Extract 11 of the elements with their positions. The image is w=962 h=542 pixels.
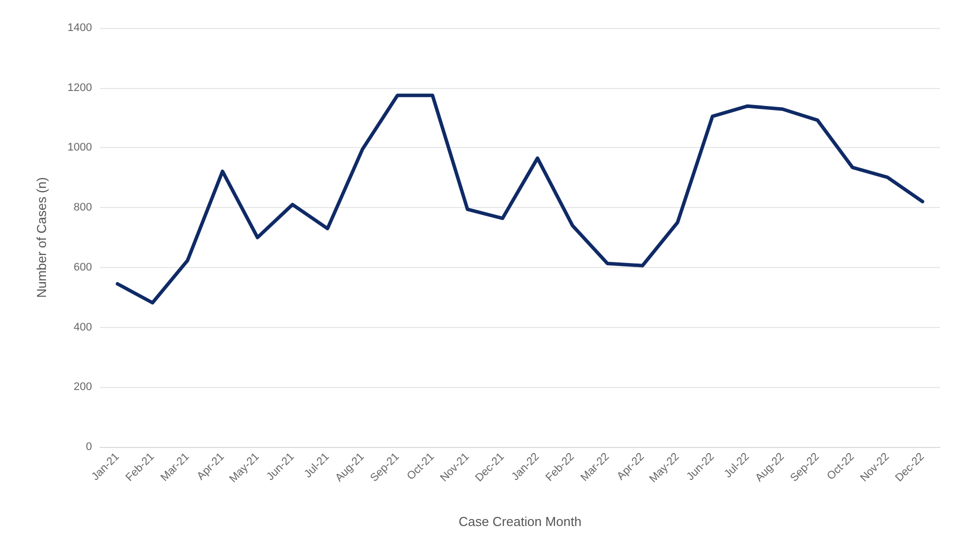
x-axis-title: Case Creation Month — [458, 514, 582, 529]
y-tick-label: 800 — [74, 202, 92, 214]
y-tick-label: 200 — [74, 381, 92, 394]
y-tick-label: 600 — [74, 261, 92, 274]
line-series — [116, 94, 924, 304]
y-axis-title: Number of Cases (n) — [34, 177, 49, 298]
y-tick-label: 0 — [86, 441, 92, 453]
y-tick-label: 1000 — [68, 142, 92, 154]
y-tick-label: 1200 — [68, 82, 92, 94]
y-tick-label: 1400 — [68, 22, 92, 34]
y-tick-label: 400 — [74, 321, 92, 334]
